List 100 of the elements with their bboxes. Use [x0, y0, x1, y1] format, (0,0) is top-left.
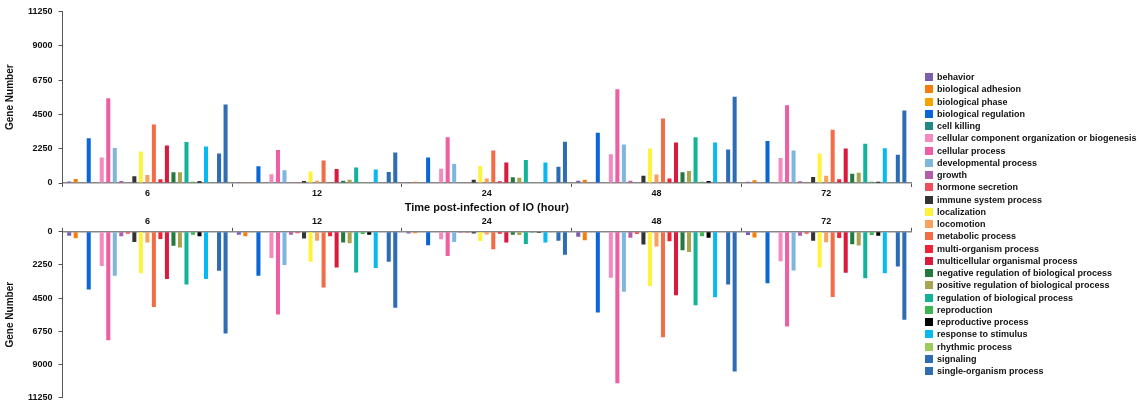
bar [256, 166, 261, 183]
bar [67, 232, 72, 236]
bar [197, 232, 202, 237]
bar [517, 177, 522, 183]
bar [439, 168, 444, 183]
bar [504, 162, 509, 183]
bar [282, 232, 287, 265]
bar [615, 89, 620, 183]
bar [765, 140, 770, 183]
y-tick-label: 6750 [32, 325, 53, 336]
bar [112, 147, 117, 183]
bar [641, 232, 646, 245]
bar [73, 179, 78, 183]
bar [275, 232, 280, 315]
legend-label: locomotion [937, 218, 986, 231]
bar [73, 232, 78, 239]
bar [151, 232, 156, 307]
bar [171, 232, 176, 246]
y-axis-title: Gene Number [3, 281, 15, 348]
bar [641, 175, 646, 183]
bar [288, 232, 294, 235]
legend-label: growth [937, 169, 967, 182]
bar [445, 137, 450, 183]
legend-label: cellular process [937, 144, 1006, 157]
bar [236, 232, 241, 235]
bar [190, 232, 196, 235]
bar [269, 232, 274, 258]
x-axis-title: Time post-infection of IO (hour) [404, 201, 570, 214]
bar [138, 151, 143, 183]
bar [347, 179, 352, 183]
bar [693, 137, 698, 183]
bar [628, 232, 633, 238]
bar [478, 232, 483, 241]
bar [269, 174, 274, 183]
legend-label: rhythmic process [937, 340, 1013, 353]
bar [726, 149, 731, 183]
bar [621, 232, 626, 292]
x-tick-label: 48 [651, 187, 662, 198]
bar [778, 232, 783, 262]
bar [673, 232, 679, 296]
bar [106, 232, 111, 341]
bar [243, 232, 248, 237]
legend-label: biological phase [937, 95, 1008, 108]
bar [726, 232, 731, 285]
bar [791, 232, 796, 271]
bar [386, 172, 391, 183]
bar [895, 232, 900, 267]
x-tick-label: 6 [144, 187, 150, 198]
bar [439, 232, 444, 240]
legend-label: behavior [937, 71, 975, 84]
bar [798, 232, 803, 236]
bar [582, 232, 587, 241]
bar [824, 232, 829, 243]
legend-label: cell killing [937, 120, 981, 133]
bar [282, 170, 287, 183]
bar [752, 180, 757, 183]
y-tick-label: 2250 [32, 143, 53, 154]
bar [275, 149, 280, 183]
bar [673, 142, 679, 183]
y-tick-label: 4500 [32, 108, 53, 119]
bar [151, 124, 156, 183]
bar [543, 232, 548, 243]
bar [302, 232, 307, 239]
bar [484, 178, 489, 183]
legend-label: signaling [937, 352, 977, 365]
bar [693, 232, 698, 306]
bar [354, 232, 359, 273]
y-tick-label: 9000 [32, 358, 53, 369]
legend-label: biological regulation [937, 107, 1026, 120]
bar [177, 172, 182, 183]
legend-label: hormone secretion [937, 181, 1019, 194]
bar [647, 232, 652, 286]
bar [452, 163, 457, 183]
bar [562, 232, 567, 255]
x-tick-label: 48 [651, 215, 662, 226]
bar [510, 177, 515, 183]
y-tick-label: 9000 [32, 40, 53, 51]
bar [334, 232, 339, 268]
bar [902, 232, 907, 320]
bar [791, 150, 796, 183]
bar [856, 172, 861, 183]
bar [732, 232, 737, 372]
bar [621, 144, 626, 183]
x-tick-label: 72 [821, 215, 832, 226]
legend-label: multicellular organismal process [937, 254, 1078, 267]
y-tick-label: 6750 [32, 74, 53, 85]
bar [837, 232, 842, 238]
bar [785, 232, 790, 327]
bar [321, 232, 326, 288]
x-tick-label: 6 [144, 215, 150, 226]
bar [132, 232, 137, 242]
bar [341, 232, 346, 243]
bar [308, 232, 313, 262]
bar [869, 232, 874, 236]
bar [895, 154, 900, 183]
bar [386, 232, 391, 262]
bar [145, 174, 150, 183]
bar [811, 232, 816, 241]
legend-label: cellular component organization or biogenesis [937, 132, 1137, 145]
y-tick-label: 11250 [28, 5, 53, 16]
